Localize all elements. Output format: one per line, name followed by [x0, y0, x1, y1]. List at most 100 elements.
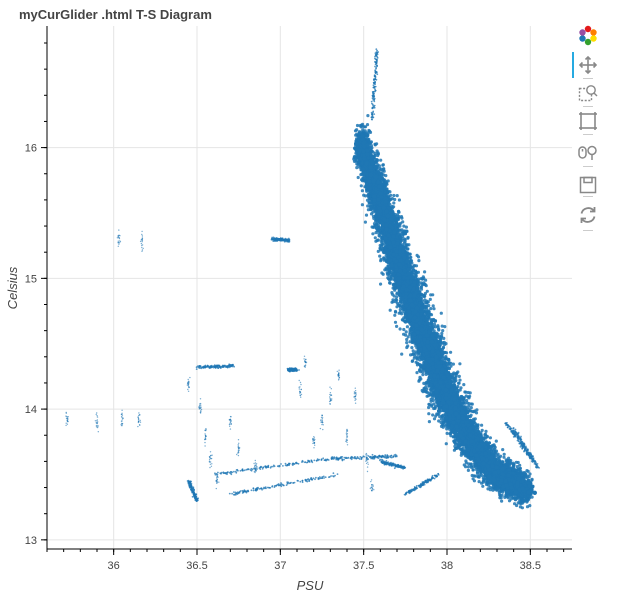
- scatter-point: [369, 148, 373, 152]
- scatter-point: [424, 385, 428, 389]
- scatter-point: [424, 389, 428, 393]
- scatter-point: [371, 150, 375, 154]
- grid: [47, 26, 572, 549]
- scatter-point: [406, 344, 410, 348]
- scatter-point: [356, 175, 360, 180]
- scatter-point: [371, 232, 375, 236]
- scatter-point: [369, 197, 373, 201]
- scatter-point: [406, 235, 410, 240]
- scatter-point: [380, 243, 384, 247]
- scatter-point: [395, 305, 399, 309]
- scatter-point: [444, 356, 448, 360]
- scatter-point: [421, 373, 425, 377]
- scatter-point: [417, 290, 422, 294]
- scatter-point: [382, 169, 386, 173]
- scatter-point: [385, 187, 389, 191]
- scatter-point: [375, 238, 379, 243]
- scatter-point: [410, 346, 414, 350]
- scatter-point: [425, 301, 429, 305]
- scatter-point: [439, 342, 443, 346]
- scatter-point: [447, 367, 451, 371]
- scatter-point: [364, 213, 369, 217]
- scatter-point: [426, 394, 430, 398]
- scatter-point: [389, 193, 393, 197]
- scatter-point: [433, 319, 437, 323]
- scatter-point: [384, 179, 388, 183]
- scatter-point: [447, 362, 451, 366]
- scatter-point: [391, 300, 395, 304]
- scatter-point: [419, 285, 423, 289]
- scatter-point: [379, 158, 383, 162]
- scatter-point: [405, 251, 409, 255]
- scatter-point: [444, 342, 448, 346]
- scatter-point: [386, 179, 390, 183]
- scatter-point: [395, 298, 399, 302]
- scatter-point: [357, 160, 361, 164]
- scatter-point: [359, 173, 363, 177]
- scatter-point: [414, 269, 418, 273]
- scatter-point: [395, 324, 399, 328]
- scatter-point: [429, 307, 433, 311]
- scatter-point: [429, 293, 433, 297]
- scatter-point: [413, 352, 417, 356]
- scatter-point: [366, 208, 370, 212]
- scatter-point: [420, 388, 424, 393]
- scatter-point: [379, 282, 383, 286]
- scatter-point: [431, 304, 435, 308]
- scatter-point: [373, 236, 377, 240]
- scatter-point: [475, 408, 479, 412]
- scatter-point: [382, 249, 386, 253]
- scatter-point: [392, 294, 396, 298]
- scatter-point: [412, 356, 416, 360]
- scatter-point: [451, 362, 455, 366]
- scatter-point: [376, 153, 380, 158]
- scatter-point: [458, 378, 462, 382]
- scatter-point: [376, 151, 380, 155]
- scatter-point: [445, 351, 449, 355]
- scatter-point: [405, 341, 409, 345]
- scatter-point: [445, 431, 449, 435]
- scatter-point: [393, 197, 397, 202]
- scatter-point: [392, 282, 396, 286]
- scatter-point: [360, 203, 364, 207]
- scatter-point: [410, 359, 414, 363]
- scatter-point: [402, 327, 406, 332]
- scatter-point: [384, 174, 388, 178]
- scatter-point: [462, 383, 466, 387]
- scatter-point: [367, 140, 371, 144]
- scatter-point: [439, 311, 443, 315]
- scatter-point: [424, 278, 428, 282]
- scatter-point: [394, 310, 398, 314]
- scatter-point: [379, 257, 383, 261]
- scatter-point: [377, 164, 381, 168]
- scatter-point: [365, 123, 370, 127]
- scatter-point: [423, 270, 427, 274]
- scatter-point: [370, 225, 374, 229]
- scatter-point: [379, 248, 383, 252]
- scatter-point: [409, 260, 413, 264]
- scatter-point: [429, 313, 434, 317]
- scatter-point: [359, 184, 363, 188]
- scatter-point: [399, 300, 403, 304]
- scatter-point: [427, 311, 431, 315]
- scatter-point: [458, 362, 462, 366]
- scatter-point: [416, 255, 421, 259]
- scatter-point: [360, 178, 364, 182]
- scatter-point: [388, 281, 392, 285]
- scatter-point: [356, 163, 360, 167]
- scatter-point: [391, 286, 395, 290]
- scatter-point: [384, 182, 388, 186]
- scatter-point: [417, 259, 421, 263]
- scatter-point: [362, 193, 366, 197]
- scatter-point: [378, 254, 382, 258]
- scatter-point: [415, 371, 419, 375]
- scatter-point: [392, 201, 396, 205]
- scatter-point: [368, 130, 373, 134]
- scatter-point: [365, 198, 370, 202]
- scatter-point: [438, 339, 442, 343]
- scatter-point: [357, 132, 361, 136]
- scatter-point: [382, 258, 386, 262]
- scatter-point: [355, 128, 359, 132]
- scatter-point: [418, 370, 423, 374]
